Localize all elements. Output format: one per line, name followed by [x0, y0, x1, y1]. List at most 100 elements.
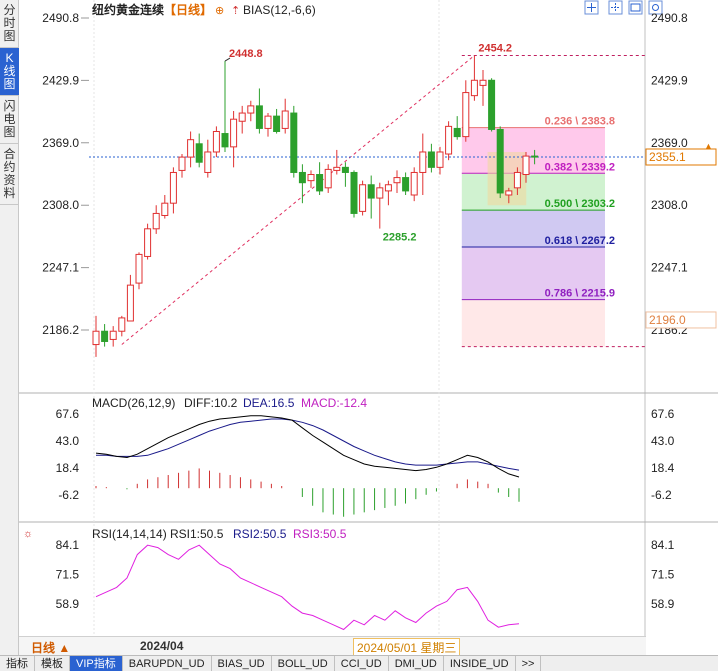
macd-title: MACD(26,12,9): [92, 396, 175, 410]
sidebar-tab-2[interactable]: 闪电图: [0, 96, 19, 144]
bottom-tab-5[interactable]: BOLL_UD: [272, 656, 335, 671]
price-tick-right: 2308.0: [651, 198, 688, 212]
candle-body: [290, 112, 298, 173]
rsi-tick-right: 58.9: [651, 597, 675, 611]
candle-body: [92, 330, 100, 346]
macd-tick-left: -6.2: [58, 488, 79, 502]
candle-body: [230, 118, 238, 148]
bottom-tab-3[interactable]: BARUPDN_UD: [123, 656, 212, 671]
candle-body: [384, 184, 392, 192]
price-tick-right: 2490.8: [651, 11, 688, 25]
fib-zone: [461, 247, 605, 300]
candle-body: [298, 171, 306, 184]
candle-body: [273, 115, 281, 132]
candle-body: [281, 110, 289, 129]
candle-body: [101, 330, 109, 342]
candle-body: [341, 166, 349, 173]
expand-icon[interactable]: [628, 0, 643, 15]
month-label: 2024/04: [140, 639, 184, 653]
fib-level-label: 0.618 \ 2267.2: [545, 235, 615, 247]
trend-line: [121, 55, 475, 345]
rsi-settings-icon[interactable]: ☼: [23, 528, 33, 540]
macd-tick-right: 18.4: [651, 461, 675, 475]
rsi-tick-right: 84.1: [651, 538, 675, 552]
candle-body: [144, 228, 152, 257]
macd-dea-line: [96, 418, 520, 471]
candle-body: [470, 79, 478, 97]
rsi-line: [95, 544, 520, 631]
price-tick-left: 2247.1: [42, 261, 79, 275]
marker-price-box: [645, 311, 717, 329]
timeframe-selector[interactable]: 日线 ▲: [31, 641, 71, 655]
candle-body: [178, 156, 186, 171]
fib-level-label: 0.500 \ 2303.2: [545, 198, 615, 210]
add-indicator-icon[interactable]: ⊕: [215, 5, 224, 17]
bottom-tab-6[interactable]: CCI_UD: [335, 656, 389, 671]
bottom-tab-7[interactable]: DMI_UD: [389, 656, 444, 671]
macd-tick-right: -6.2: [651, 488, 672, 502]
chart-area[interactable]: 纽约黄金连续 【日线】 ⊕ ⇡ BIAS(12,-6,6) 0.236 \ 23…: [19, 0, 718, 655]
candle-body: [479, 79, 487, 86]
bottom-tab-2[interactable]: VIP指标: [70, 656, 123, 671]
sidebar-tab-3[interactable]: 合约资料: [0, 144, 19, 205]
candle-body: [204, 151, 212, 173]
candle-body: [109, 330, 117, 340]
bottom-tab-9[interactable]: >>: [516, 656, 542, 671]
indicator-tabs: 指标 模板 VIP指标 BARUPDN_UD BIAS_UD BOLL_UD CCI_UD D…: [0, 655, 718, 671]
candle-body: [126, 284, 134, 322]
gear-icon[interactable]: [648, 0, 663, 15]
price-tick-left: 2490.8: [42, 11, 79, 25]
candle-body: [118, 317, 126, 332]
fib-level-label: 0.236 \ 2383.8: [545, 116, 615, 128]
candle-body: [195, 143, 203, 163]
macd-diff-line: [95, 415, 520, 478]
price-arrow-icon: ▲: [704, 141, 713, 151]
candle-body: [402, 177, 410, 192]
candle-body: [316, 174, 324, 192]
crosshair-icon[interactable]: [584, 0, 599, 15]
fib-level-label: 0.382 \ 2339.2: [545, 161, 615, 173]
candle-body: [488, 79, 496, 130]
candle-body: [522, 155, 530, 176]
candle-body: [333, 166, 341, 171]
time-axis: 日线 ▲ 2024/04 2024/05/01 星期三: [19, 636, 646, 657]
fib-level-label: 0.786 \ 2215.9: [545, 288, 615, 300]
candle-body: [135, 253, 143, 284]
bottom-tab-1[interactable]: 模板: [35, 656, 70, 671]
high-left-label: 2448.8: [229, 48, 263, 60]
candle-body: [505, 190, 513, 196]
sidebar-tab-0[interactable]: 分时图: [0, 0, 19, 48]
candle-body: [367, 184, 375, 199]
macd-tick-left: 43.0: [56, 434, 80, 448]
chart-svg[interactable]: 纽约黄金连续 【日线】 ⊕ ⇡ BIAS(12,-6,6) 0.236 \ 23…: [19, 0, 718, 655]
bottom-tab-4[interactable]: BIAS_UD: [212, 656, 272, 671]
candle-body: [152, 212, 160, 230]
macd-dea-value: DEA:16.5: [243, 396, 295, 410]
candle-body: [436, 151, 444, 168]
bottom-tab-0[interactable]: 指标: [0, 656, 35, 671]
price-tick-left: 2429.9: [42, 73, 79, 87]
candle-body: [427, 151, 435, 168]
bottom-tab-8[interactable]: INSIDE_UD: [444, 656, 516, 671]
candle-body: [212, 130, 220, 153]
low-label: 2285.2: [383, 232, 417, 244]
candle-body: [247, 105, 255, 114]
instrument-title: 纽约黄金连续: [92, 2, 164, 17]
fib-zone: [461, 173, 605, 211]
rsi-tick-right: 71.5: [651, 568, 675, 582]
current-price-label: 2355.1: [649, 150, 686, 164]
grid-icon[interactable]: [608, 0, 623, 15]
marker-price-label: 2196.0: [649, 313, 686, 327]
fib-zone: [461, 299, 605, 347]
price-tick-left: 2369.0: [42, 136, 79, 150]
rsi-tick-left: 58.9: [56, 597, 80, 611]
timeframe-tag[interactable]: 【日线】: [164, 2, 212, 17]
candle-body: [307, 174, 315, 182]
candle-body: [453, 127, 461, 138]
candle-body: [496, 128, 504, 194]
rsi3-value: RSI3:50.5: [293, 527, 347, 541]
candle-body: [238, 112, 246, 122]
candle-body: [462, 92, 470, 138]
candle-body: [393, 177, 401, 184]
